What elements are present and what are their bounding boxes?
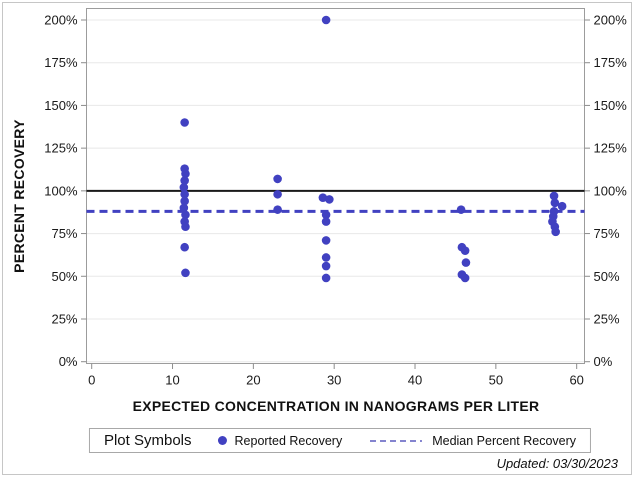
legend: Plot Symbols Reported Recovery Median Pe… xyxy=(88,428,592,453)
data-point xyxy=(551,227,560,237)
data-point xyxy=(318,193,328,202)
data-point xyxy=(550,198,560,208)
data-point xyxy=(461,258,471,267)
legend-title: Plot Symbols xyxy=(103,432,192,449)
data-point xyxy=(181,210,190,220)
y-tick-label: 175% xyxy=(594,55,628,70)
legend-entry-median-recovery: Median Percent Recovery xyxy=(370,434,576,448)
y-tick-label: 75% xyxy=(51,226,77,241)
y-tick-label: 125% xyxy=(44,141,78,156)
data-point xyxy=(180,196,189,206)
data-point xyxy=(321,236,331,245)
data-point xyxy=(273,174,282,184)
data-point xyxy=(557,201,567,211)
x-tick-label: 50 xyxy=(489,373,503,388)
data-point xyxy=(321,15,331,25)
data-point xyxy=(325,195,334,204)
data-point xyxy=(179,183,189,192)
legend-entry-label: Median Percent Recovery xyxy=(432,433,577,448)
data-point xyxy=(180,242,189,252)
dashed-line-marker-icon xyxy=(370,439,423,442)
x-tick-label: 40 xyxy=(408,373,422,388)
y-tick-label: 175% xyxy=(44,55,78,70)
data-point xyxy=(181,169,190,179)
y-tick-label: 125% xyxy=(594,141,628,156)
data-point xyxy=(321,261,331,271)
data-point xyxy=(456,205,466,214)
data-point xyxy=(179,203,189,213)
legend-entry-reported-recovery: Reported Recovery xyxy=(217,433,343,448)
data-point xyxy=(181,222,190,232)
x-tick-label: 20 xyxy=(246,373,260,388)
y-tick-label: 200% xyxy=(44,13,78,28)
data-point xyxy=(180,189,189,199)
y-tick-label: 0% xyxy=(594,354,613,369)
data-point xyxy=(321,210,331,220)
data-point xyxy=(321,217,331,226)
x-axis-title: EXPECTED CONCENTRATION IN NANOGRAMS PER … xyxy=(132,398,540,414)
filled-circle-marker-icon xyxy=(217,436,227,445)
y-tick-label: 50% xyxy=(594,269,620,284)
y-tick-label: 25% xyxy=(51,311,77,326)
data-point xyxy=(460,246,470,255)
y-tick-label: 25% xyxy=(594,311,620,326)
y-tick-label: 0% xyxy=(59,354,78,369)
y-tick-label: 150% xyxy=(44,98,78,113)
x-tick-label: 10 xyxy=(165,373,179,388)
data-point xyxy=(273,205,282,214)
y-tick-label: 75% xyxy=(594,226,620,241)
y-axis-title: PERCENT RECOVERY xyxy=(11,119,27,273)
x-tick-label: 0 xyxy=(88,373,95,388)
y-tick-label: 150% xyxy=(594,98,628,113)
x-tick-label: 30 xyxy=(327,373,341,388)
data-point xyxy=(181,268,190,278)
x-tick-label: 60 xyxy=(569,373,583,388)
data-point xyxy=(549,191,559,201)
data-point xyxy=(321,253,331,262)
y-tick-label: 200% xyxy=(594,13,628,28)
data-point xyxy=(273,189,282,199)
legend-entry-label: Reported Recovery xyxy=(234,433,343,448)
y-tick-label: 50% xyxy=(51,269,77,284)
y-tick-label: 100% xyxy=(594,183,628,198)
y-tick-label: 100% xyxy=(44,183,78,198)
data-point xyxy=(180,118,189,127)
updated-note: Updated: 03/30/2023 xyxy=(496,456,618,471)
data-point xyxy=(321,273,331,283)
plot-frame xyxy=(86,8,585,364)
data-point xyxy=(460,273,470,283)
data-point xyxy=(180,176,189,185)
